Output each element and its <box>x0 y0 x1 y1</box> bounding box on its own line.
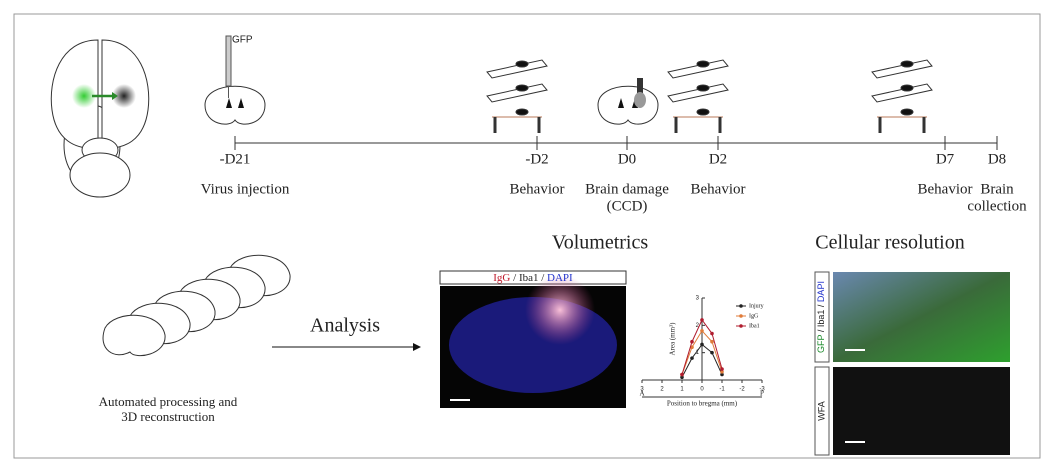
mouse <box>697 109 709 115</box>
mouse <box>516 61 528 67</box>
stain-part: GFP <box>816 334 826 352</box>
injection-brain <box>205 36 265 124</box>
legend-marker <box>739 324 743 328</box>
x-tick-label: 1 <box>680 387 684 393</box>
legend-label: Iba1 <box>749 323 760 329</box>
stain-part: / <box>538 272 547 284</box>
slice-stack <box>103 255 290 355</box>
stain-part: DAPI <box>547 272 573 284</box>
legend-marker <box>739 304 743 308</box>
ccd-brain <box>598 78 658 124</box>
mouse <box>901 61 913 67</box>
behavior-icons <box>487 60 932 133</box>
brain-top-view <box>51 40 148 197</box>
section-title: Cellular resolution <box>815 232 964 254</box>
caption: collection <box>967 198 1027 214</box>
caption: 3D reconstruction <box>121 409 215 424</box>
data-point <box>710 340 714 344</box>
arrow-label: Analysis <box>310 315 380 337</box>
y-axis-label: Area (mm³) <box>669 322 677 356</box>
mouse <box>697 85 709 91</box>
y-tick-label: 3 <box>696 296 700 302</box>
section-title: Volumetrics <box>552 232 649 254</box>
stain-label: GFP / Iba1 / DAPI <box>816 281 826 353</box>
mouse <box>697 61 709 67</box>
arrow-head <box>413 343 421 351</box>
stain-label: WFA <box>816 401 826 421</box>
gfp-image <box>833 272 1010 362</box>
data-point <box>700 318 704 322</box>
stain-part: Iba1 <box>816 310 826 328</box>
data-point <box>690 340 694 344</box>
day-label: -D2 <box>525 151 548 167</box>
legend-marker <box>739 314 743 318</box>
x-axis-label: Position to bregma (mm) <box>667 400 738 408</box>
lesion-signal <box>525 275 595 345</box>
caption: Behavior <box>510 181 565 197</box>
stain-part: IgG <box>493 272 510 284</box>
data-point <box>680 373 684 377</box>
day-label: D2 <box>709 151 727 167</box>
data-point <box>700 329 704 333</box>
mouse <box>516 85 528 91</box>
stain-part: Iba1 <box>519 272 539 284</box>
caption: (CCD) <box>607 198 648 214</box>
x-start-label: A <box>639 390 644 398</box>
stain-part: DAPI <box>816 281 826 302</box>
legend-label: Injury <box>749 303 764 309</box>
caption: Behavior <box>918 181 973 197</box>
x-tick-label: -2 <box>739 387 745 393</box>
data-point <box>710 332 714 336</box>
x-end-label: P <box>760 390 764 398</box>
caption: Virus injection <box>201 181 290 197</box>
mouse <box>516 109 528 115</box>
data-point <box>720 367 724 371</box>
mouse <box>901 109 913 115</box>
stain-part: / <box>816 327 826 335</box>
day-label: D0 <box>618 151 636 167</box>
caption: Brain damage <box>585 181 669 197</box>
caption: Brain <box>980 181 1014 197</box>
caption: Behavior <box>691 181 746 197</box>
x-tick-label: 2 <box>660 387 664 393</box>
stain-part: / <box>816 302 826 310</box>
day-label: D7 <box>936 151 955 167</box>
x-tick-label: -1 <box>719 387 725 393</box>
caption: Automated processing and <box>99 394 238 409</box>
x-tick-label: 0 <box>700 387 704 393</box>
data-point <box>690 356 694 360</box>
day-label: -D21 <box>220 151 251 167</box>
data-point <box>700 343 704 347</box>
stain-label: IgG / Iba1 / DAPI <box>493 272 573 284</box>
figure: GFP -D21 Virus injection -D2 Behavior D0 Brain… <box>0 0 1054 468</box>
injection-label: GFP <box>232 35 253 46</box>
legend-label: IgG <box>749 313 759 319</box>
mouse <box>901 85 913 91</box>
data-point <box>710 351 714 355</box>
stain-part: / <box>510 272 519 284</box>
day-label: D8 <box>988 151 1006 167</box>
